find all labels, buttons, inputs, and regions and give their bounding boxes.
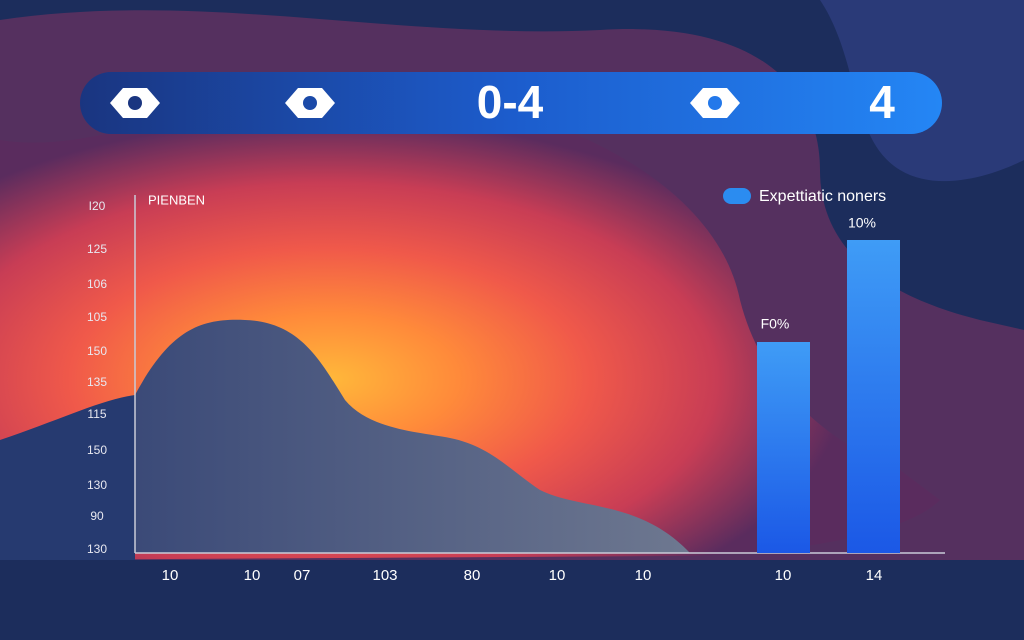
icon bbox=[110, 88, 160, 118]
bar-label: F0% bbox=[761, 316, 790, 332]
x-label: 10 bbox=[549, 567, 566, 584]
score: 4 bbox=[869, 76, 895, 128]
wave bbox=[0, 560, 1024, 640]
chart-subtitle: PIENBEN bbox=[148, 192, 205, 207]
y-label: I20 bbox=[89, 199, 106, 213]
legend-swatch bbox=[723, 188, 751, 204]
y-label: 130 bbox=[87, 542, 107, 556]
wave bbox=[0, 395, 135, 560]
x-label: 10 bbox=[635, 567, 652, 584]
x-label: 10 bbox=[162, 567, 179, 584]
bar bbox=[757, 342, 810, 553]
y-label: 150 bbox=[87, 443, 107, 457]
y-label: 106 bbox=[87, 277, 107, 291]
y-label: 90 bbox=[90, 509, 104, 523]
y-label: 150 bbox=[87, 344, 107, 358]
legend-label: Expettiatic noners bbox=[759, 188, 886, 205]
x-label: 10 bbox=[244, 567, 261, 584]
area-shape bbox=[135, 319, 690, 553]
x-label: 14 bbox=[866, 567, 883, 584]
bar bbox=[847, 240, 900, 553]
x-label: 80 bbox=[464, 567, 481, 584]
x-label: 103 bbox=[372, 567, 397, 584]
y-label: 130 bbox=[87, 478, 107, 492]
score: 0-4 bbox=[477, 76, 544, 128]
bar-label: 10% bbox=[848, 215, 876, 231]
wave bbox=[0, 0, 1024, 182]
y-label: 105 bbox=[87, 310, 107, 324]
y-label: 125 bbox=[87, 242, 107, 256]
x-label: 10 bbox=[775, 567, 792, 584]
score-bar bbox=[80, 72, 942, 134]
icon bbox=[285, 88, 335, 118]
y-label: 115 bbox=[87, 407, 106, 421]
y-label: 135 bbox=[87, 375, 107, 389]
icon bbox=[690, 88, 740, 118]
x-label: 07 bbox=[294, 567, 311, 584]
